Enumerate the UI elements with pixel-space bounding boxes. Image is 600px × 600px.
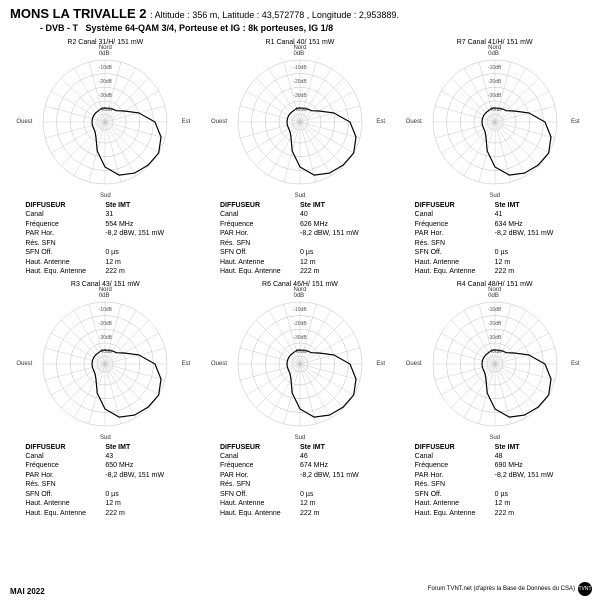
dir-south: Sud bbox=[100, 435, 111, 441]
info-block: DIFFUSEURSte IMT Canal41 Fréquence634 MH… bbox=[415, 201, 575, 277]
dir-north: Nord0dB bbox=[293, 287, 306, 299]
subtitle: - DVB - T Système 64-QAM 3/4, Porteuse e… bbox=[10, 23, 590, 33]
info-block: DIFFUSEURSte IMT Canal40 Fréquence626 MH… bbox=[220, 201, 380, 277]
dir-north: Nord0dB bbox=[488, 45, 501, 57]
chart-cell: R4 Canal 48/H/ 151 mW Nord0dB Sud Est Ou… bbox=[399, 281, 590, 519]
chart-cell: R3 Canal 43/ 151 mW Nord0dB Sud Est Oues… bbox=[10, 281, 201, 519]
info-block: DIFFUSEURSte IMT Canal46 Fréquence674 MH… bbox=[220, 443, 380, 519]
dir-west: Ouest bbox=[211, 361, 227, 367]
info-block: DIFFUSEURSte IMT Canal43 Fréquence650 MH… bbox=[25, 443, 185, 519]
dir-south: Sud bbox=[100, 193, 111, 199]
dir-north: Nord0dB bbox=[99, 287, 112, 299]
tvnt-badge-icon: TVNT bbox=[578, 582, 592, 596]
dir-south: Sud bbox=[295, 193, 306, 199]
chart-cell: R1 Canal 40/ 151 mW Nord0dB Sud Est Oues… bbox=[205, 39, 396, 277]
dir-west: Ouest bbox=[16, 119, 32, 125]
dir-north: Nord0dB bbox=[99, 45, 112, 57]
chart-cell: R2 Canal 31/H/ 151 mW Nord0dB Sud Est Ou… bbox=[10, 39, 201, 277]
chart-cell: R6 Canal 46/H/ 151 mW Nord0dB Sud Est Ou… bbox=[205, 281, 396, 519]
dir-south: Sud bbox=[489, 193, 500, 199]
dir-west: Ouest bbox=[406, 361, 422, 367]
footer-credit: Forum TVNT.net (d'après la Base de Donné… bbox=[428, 582, 592, 596]
polar-chart: Nord0dB Sud Est Ouest -10dB -20dB -30dB … bbox=[225, 289, 375, 439]
dir-east: Est bbox=[182, 119, 191, 125]
dir-north: Nord0dB bbox=[293, 45, 306, 57]
polar-chart: Nord0dB Sud Est Ouest -10dB -20dB -30dB … bbox=[420, 289, 570, 439]
dir-east: Est bbox=[571, 119, 580, 125]
dir-east: Est bbox=[571, 361, 580, 367]
polar-chart: Nord0dB Sud Est Ouest -10dB -20dB -30dB … bbox=[30, 47, 180, 197]
info-block: DIFFUSEURSte IMT Canal31 Fréquence554 MH… bbox=[25, 201, 185, 277]
dir-west: Ouest bbox=[16, 361, 32, 367]
site-title: MONS LA TRIVALLE 2 bbox=[10, 6, 147, 21]
dir-east: Est bbox=[182, 361, 191, 367]
polar-chart: Nord0dB Sud Est Ouest -10dB -20dB -30dB … bbox=[420, 47, 570, 197]
info-block: DIFFUSEURSte IMT Canal48 Fréquence690 MH… bbox=[415, 443, 575, 519]
title-line: MONS LA TRIVALLE 2 : Altitude : 356 m, L… bbox=[10, 6, 590, 21]
footer-date: MAI 2022 bbox=[10, 587, 45, 596]
dir-west: Ouest bbox=[211, 119, 227, 125]
dir-east: Est bbox=[376, 119, 385, 125]
polar-chart: Nord0dB Sud Est Ouest -10dB -20dB -30dB … bbox=[225, 47, 375, 197]
dir-west: Ouest bbox=[406, 119, 422, 125]
dir-north: Nord0dB bbox=[488, 287, 501, 299]
chart-grid: R2 Canal 31/H/ 151 mW Nord0dB Sud Est Ou… bbox=[0, 35, 600, 522]
dir-east: Est bbox=[376, 361, 385, 367]
polar-chart: Nord0dB Sud Est Ouest -10dB -20dB -30dB … bbox=[30, 289, 180, 439]
dir-south: Sud bbox=[489, 435, 500, 441]
header: MONS LA TRIVALLE 2 : Altitude : 356 m, L… bbox=[0, 0, 600, 35]
chart-cell: R7 Canal 41/H/ 151 mW Nord0dB Sud Est Ou… bbox=[399, 39, 590, 277]
dir-south: Sud bbox=[295, 435, 306, 441]
